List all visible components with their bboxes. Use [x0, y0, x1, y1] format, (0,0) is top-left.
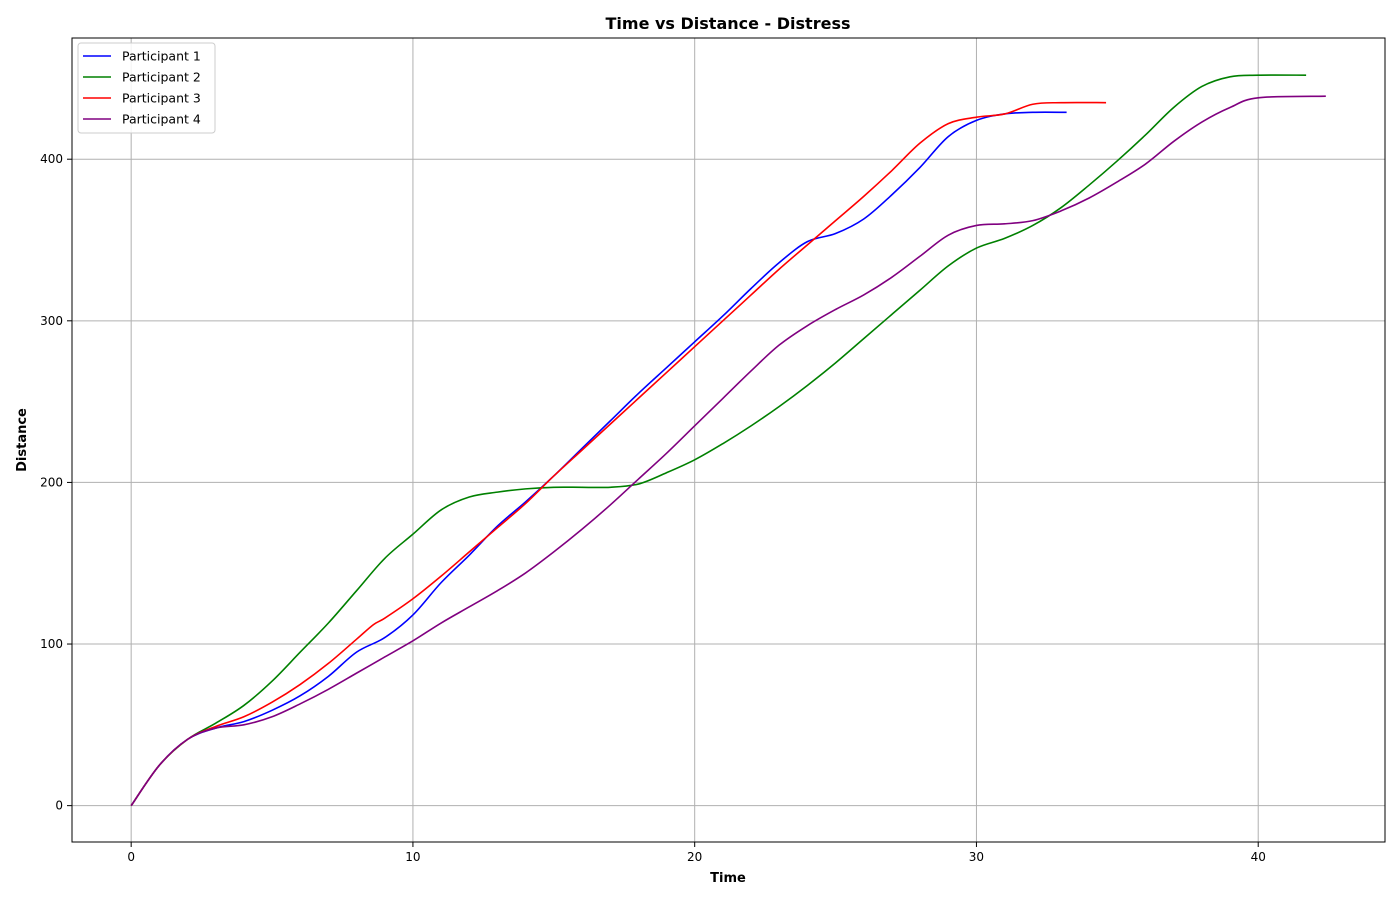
grid-lines: [72, 38, 1385, 842]
y-tick-label: 400: [40, 152, 63, 166]
series-line-participant-2: [130, 74, 1307, 807]
legend-label: Participant 4: [122, 112, 201, 127]
y-tick-label: 0: [55, 799, 63, 813]
series-lines: [130, 74, 1326, 807]
series-line-participant-3: [130, 101, 1107, 807]
x-tick-label: 10: [405, 850, 420, 864]
chart-title: Time vs Distance - Distress: [606, 14, 851, 33]
y-tick-label: 300: [40, 314, 63, 328]
x-tick-label: 20: [687, 850, 702, 864]
series-line-participant-1: [130, 111, 1067, 807]
y-axis-label: Distance: [15, 408, 30, 472]
legend-label: Participant 3: [122, 91, 201, 106]
x-tick-label: 30: [969, 850, 984, 864]
x-axis-label: Time: [710, 871, 746, 886]
y-tick-label: 200: [40, 475, 63, 489]
legend: Participant 1 Participant 2 Participant 3 P…: [77, 42, 216, 134]
legend-box: [77, 42, 216, 134]
x-tick-label: 40: [1251, 850, 1266, 864]
legend-label: Participant 1: [122, 49, 201, 64]
x-tick-label: 0: [127, 850, 135, 864]
plot-frame: [71, 37, 1386, 843]
y-tick-label: 100: [40, 637, 63, 651]
legend-label: Participant 2: [122, 70, 201, 85]
series-line-participant-4: [130, 95, 1326, 807]
